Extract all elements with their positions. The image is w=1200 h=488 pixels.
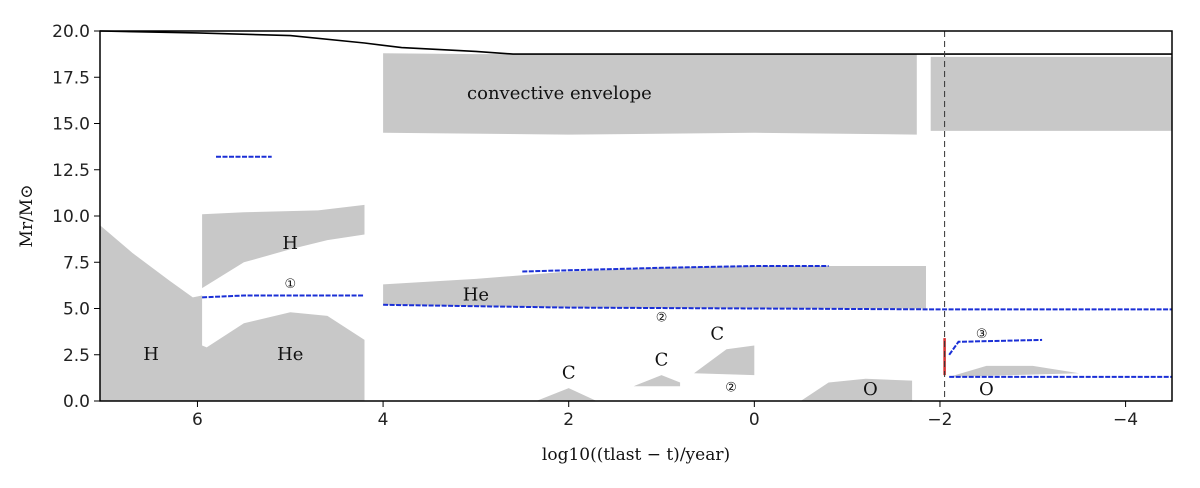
region-o-shell [949,365,1080,377]
y-tick-label: 0.0 [63,392,90,412]
ticks-layer: 6 4 2 0 −2 −4 0.0 2.5 5.0 7.5 10.0 12.5 15.0 17.5 20.0 [52,22,1138,430]
region-c-burning-1 [536,388,597,401]
x-tick-label: 4 [378,410,389,430]
x-tick-label: 0 [749,410,760,430]
region-o-burning [800,378,913,401]
y-axis-label: Mr/M⊙ [17,185,37,248]
annotation-label: C [710,323,724,344]
total-mass-line [99,30,1172,55]
shell-line-he-upper [522,265,829,273]
shell-line-shell-1 [202,294,365,299]
y-tick-label: 20.0 [52,22,90,42]
region-c-burning-2 [633,375,681,387]
region-h-shell [202,204,365,289]
annotation-label: ③ [976,327,988,342]
annotation-label: O [979,379,994,400]
shell-line-he-boundary [383,303,1172,311]
y-tick-label: 12.5 [52,161,90,181]
annotations-layer: H He H ① He ② convective envelope C C C ② O ③ O [143,83,994,400]
annotation-label: ② [725,381,737,396]
x-tick-label: 2 [563,410,574,430]
y-tick-label: 2.5 [63,346,90,366]
annotation-label: ② [656,310,668,325]
region-he-shell [383,266,927,309]
y-tick-label: 7.5 [63,253,90,273]
annotation-label: C [655,349,669,370]
shell-line-shell-3 [948,338,1043,356]
x-axis-label: log10((tlast − t)/year) [542,445,730,465]
annotation-label: O [863,379,878,400]
region-c-burning-3 [694,345,755,376]
y-tick-label: 10.0 [52,207,90,227]
annotation-label: ① [284,277,296,292]
y-tick-label: 5.0 [63,300,90,320]
region-h-core-burning [100,225,365,401]
annotation-label: H [282,233,298,254]
region-convective-envelope [383,53,917,135]
lines-layer [99,30,1172,401]
x-tick-label: −2 [927,410,952,430]
annotation-label: He [277,344,303,365]
region-late-convective-envelope [930,56,1172,131]
x-tick-label: 6 [192,410,203,430]
x-tick-label: −4 [1113,410,1138,430]
annotation-label: C [562,362,576,383]
annotation-label: H [143,344,159,365]
y-tick-label: 15.0 [52,115,90,135]
annotation-label: convective envelope [467,83,652,104]
y-tick-label: 17.5 [52,68,90,88]
regions-layer [100,53,1172,401]
annotation-label: He [463,285,489,306]
